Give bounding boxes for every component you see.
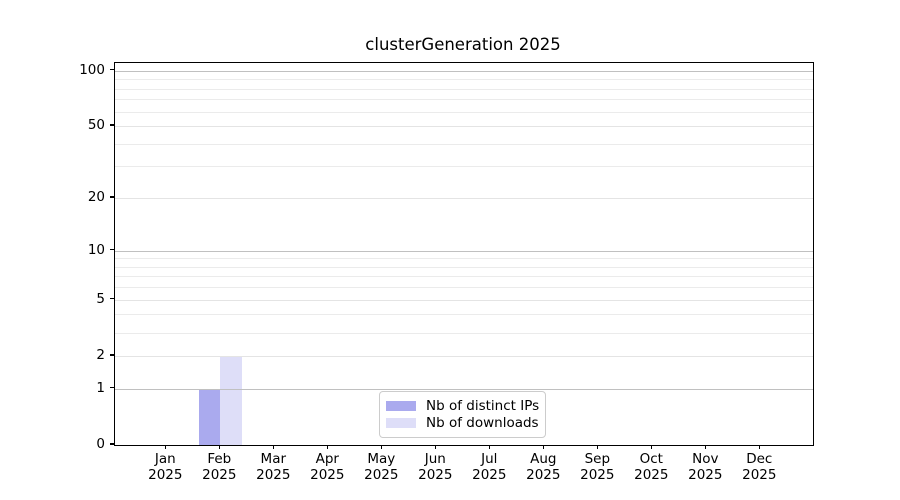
minor-gridline: [115, 143, 813, 145]
x-tick-mark: [596, 445, 598, 449]
legend-label-downloads: Nb of downloads: [426, 415, 539, 432]
y-tick-label: 0: [96, 436, 105, 452]
minor-gridline: [115, 111, 813, 113]
major-gridline: [115, 70, 813, 72]
y-tick-label: 10: [87, 241, 105, 258]
legend: Nb of distinct IPs Nb of downloads: [379, 391, 546, 438]
y-tick-mark: [110, 248, 114, 251]
y-tick-label: 50: [87, 117, 105, 134]
y-tick-mark: [110, 443, 114, 445]
y-tick-mark: [110, 387, 114, 389]
minor-gridline: [115, 276, 813, 278]
x-tick-year: 2025: [526, 466, 561, 483]
mid-gridline: [115, 299, 813, 301]
y-tick-label: 2: [96, 346, 105, 363]
x-tick-mark: [326, 445, 328, 449]
x-tick-year: 2025: [634, 466, 669, 483]
x-tick-mark: [218, 445, 220, 449]
x-tick-label: May 2025: [351, 451, 411, 483]
x-tick-label: Mar 2025: [243, 451, 303, 483]
x-tick-mark: [434, 445, 436, 449]
major-gridline: [115, 388, 813, 390]
mid-gridline: [115, 198, 813, 200]
x-tick-label: Nov 2025: [675, 451, 735, 483]
major-gridline: [115, 250, 813, 252]
minor-gridline: [115, 266, 813, 268]
minor-gridline: [115, 88, 813, 90]
x-tick-year: 2025: [148, 466, 183, 483]
x-tick-year: 2025: [742, 466, 777, 483]
minor-gridline: [115, 99, 813, 101]
legend-item-downloads: Nb of downloads: [386, 415, 539, 433]
legend-swatch-downloads-icon: [386, 418, 416, 429]
minor-gridline: [115, 258, 813, 260]
y-tick-mark: [110, 124, 114, 126]
minor-gridline: [115, 166, 813, 168]
mid-gridline: [115, 126, 813, 128]
minor-gridline: [115, 79, 813, 81]
bar-nb-of-downloads: [220, 355, 242, 445]
y-tick-label: 1: [96, 379, 105, 396]
x-tick-label: Sep 2025: [567, 451, 627, 483]
x-tick-mark: [542, 445, 544, 449]
x-tick-mark: [650, 445, 652, 449]
x-tick-year: 2025: [310, 466, 345, 483]
minor-gridline: [115, 332, 813, 334]
legend-swatch-distinct-ips-icon: [386, 400, 416, 411]
x-tick-label: Jan 2025: [135, 451, 195, 483]
x-tick-label: Jul 2025: [459, 451, 519, 483]
y-tick-label: 5: [96, 290, 105, 307]
y-tick-mark: [110, 196, 114, 198]
x-tick-year: 2025: [202, 466, 237, 483]
y-tick-label: 20: [87, 189, 105, 206]
x-tick-mark: [164, 445, 166, 449]
y-tick-mark: [110, 354, 114, 356]
x-tick-year: 2025: [256, 466, 291, 483]
x-tick-year: 2025: [580, 466, 615, 483]
x-tick-label: Aug 2025: [513, 451, 573, 483]
y-tick-mark: [110, 68, 114, 71]
legend-item-distinct-ips: Nb of distinct IPs: [386, 397, 540, 415]
minor-gridline: [115, 287, 813, 289]
y-tick-mark: [110, 297, 114, 300]
y-tick-label: 100: [79, 61, 105, 78]
plot-area: Nb of distinct IPs Nb of downloads: [114, 62, 814, 446]
x-tick-label: Apr 2025: [297, 451, 357, 483]
x-tick-mark: [758, 445, 760, 449]
x-tick-mark: [272, 445, 274, 449]
x-tick-label: Dec 2025: [729, 451, 789, 483]
minor-gridline: [115, 314, 813, 316]
x-tick-mark: [380, 445, 382, 449]
x-tick-label: Feb 2025: [189, 451, 249, 483]
x-tick-label: Oct 2025: [621, 451, 681, 483]
x-tick-year: 2025: [418, 466, 453, 483]
x-tick-year: 2025: [472, 466, 507, 483]
x-tick-year: 2025: [364, 466, 399, 483]
x-tick-year: 2025: [688, 466, 723, 483]
bar-nb-of-distinct-ips: [198, 388, 221, 445]
x-tick-mark: [488, 445, 490, 449]
x-tick-label: Jun 2025: [405, 451, 465, 483]
chart-title: clusterGeneration 2025: [365, 35, 561, 54]
mid-gridline: [115, 355, 813, 357]
legend-label-distinct-ips: Nb of distinct IPs: [426, 397, 540, 414]
x-tick-mark: [704, 445, 706, 449]
